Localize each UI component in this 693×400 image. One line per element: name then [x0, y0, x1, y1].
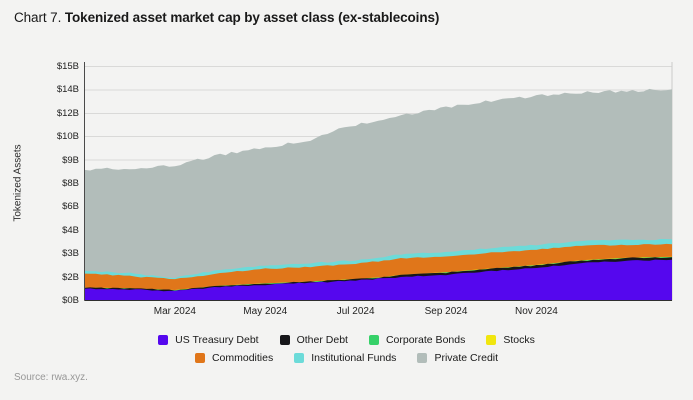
legend-item-us-treasury-debt: US Treasury Debt [158, 334, 259, 346]
area-us-treasury-debt [84, 259, 672, 301]
legend-item-stocks: Stocks [486, 334, 535, 346]
legend-swatch-icon [194, 353, 205, 363]
legend-swatch-icon [368, 335, 379, 345]
y-tick-label: $6B [62, 201, 79, 213]
legend-row: US Treasury Debt Other Debt Corporate Bond… [158, 334, 535, 346]
y-tick-label: $14B [56, 84, 79, 96]
y-tick-label: $10B [56, 131, 79, 143]
chart-legend: US Treasury Debt Other Debt Corporate Bond… [0, 334, 693, 364]
legend-item-commodities: Commodities [194, 352, 274, 364]
x-tick-label: Mar 2024 [153, 306, 196, 317]
y-tick-label: $4B [62, 224, 79, 236]
legend-label: Other Debt [296, 334, 348, 346]
x-tick-label: Nov 2024 [515, 306, 558, 317]
legend-item-private-credit: Private Credit [417, 352, 498, 364]
legend-label: Corporate Bonds [385, 334, 466, 346]
y-tick-label: $3B [62, 248, 79, 260]
y-tick-label: $0B [62, 295, 79, 306]
x-tick-label: Jul 2024 [336, 306, 375, 317]
legend-label: Institutional Funds [311, 352, 397, 364]
legend-row: Commodities Institutional Funds Private Cr… [194, 352, 498, 364]
y-tick-label: $2B [62, 271, 79, 283]
x-tick-label: Sep 2024 [424, 306, 468, 317]
legend-item-institutional-funds: Institutional Funds [294, 352, 396, 364]
chart-number-label: Chart 7. [14, 10, 62, 25]
legend-item-other-debt: Other Debt [279, 334, 348, 346]
chart-title-text: Tokenized asset market cap by asset clas… [64, 10, 440, 25]
y-tick-label: $9B [62, 154, 79, 166]
legend-swatch-icon [158, 335, 169, 345]
legend-label: Stocks [503, 334, 535, 346]
legend-item-corporate-bonds: Corporate Bonds [368, 334, 466, 346]
source-note: Source: rwa.xyz. [14, 372, 88, 383]
legend-swatch-icon [294, 353, 305, 363]
x-tick-label: May 2024 [243, 306, 288, 317]
y-tick-label: $15B [56, 61, 79, 72]
legend-label: Commodities [211, 352, 274, 364]
y-tick-label: $8B [62, 178, 79, 189]
legend-swatch-icon [486, 335, 497, 345]
y-tick-label: $12B [56, 107, 79, 119]
legend-swatch-icon [279, 335, 290, 345]
page-title: Chart 7. Tokenized asset market cap by a… [14, 10, 439, 25]
legend-label: Private Credit [434, 352, 499, 364]
legend-swatch-icon [417, 353, 428, 363]
legend-label: US Treasury Debt [175, 334, 259, 346]
